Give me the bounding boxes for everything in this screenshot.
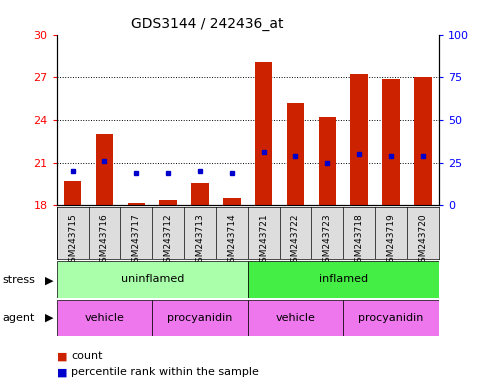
Text: GSM243714: GSM243714 (227, 214, 236, 268)
Bar (287, 103, 304, 205)
Text: percentile rank within the sample: percentile rank within the sample (71, 367, 259, 377)
Bar (152, 300, 247, 336)
Bar (247, 300, 343, 336)
Bar (351, 74, 368, 205)
Text: GDS3144 / 242436_at: GDS3144 / 242436_at (131, 17, 283, 31)
Text: ■: ■ (57, 367, 67, 377)
Text: agent: agent (2, 313, 35, 323)
Bar (57, 261, 247, 298)
Bar (96, 134, 113, 205)
Text: GSM243721: GSM243721 (259, 214, 268, 268)
Bar (247, 261, 439, 298)
Text: count: count (71, 351, 103, 361)
Bar (318, 117, 336, 205)
Text: GSM243719: GSM243719 (387, 214, 395, 268)
Text: GSM243720: GSM243720 (419, 214, 427, 268)
Bar (57, 300, 152, 336)
Text: stress: stress (2, 275, 35, 285)
Text: GSM243715: GSM243715 (68, 214, 77, 268)
Text: GSM243717: GSM243717 (132, 214, 141, 268)
Bar (382, 79, 400, 205)
Text: inflamed: inflamed (318, 274, 368, 285)
Bar (255, 61, 273, 205)
Text: vehicle: vehicle (276, 313, 316, 323)
Text: GSM243716: GSM243716 (100, 214, 109, 268)
Bar (191, 183, 209, 205)
Bar (223, 198, 241, 205)
Text: procyanidin: procyanidin (358, 313, 423, 323)
Text: procyanidin: procyanidin (167, 313, 233, 323)
Text: ■: ■ (57, 351, 67, 361)
Text: GSM243713: GSM243713 (195, 214, 205, 268)
Bar (343, 300, 439, 336)
Text: GSM243718: GSM243718 (354, 214, 364, 268)
Text: uninflamed: uninflamed (120, 274, 184, 285)
Text: vehicle: vehicle (84, 313, 124, 323)
Text: ▶: ▶ (45, 313, 53, 323)
Text: GSM243712: GSM243712 (164, 214, 173, 268)
Text: GSM243722: GSM243722 (291, 214, 300, 268)
Bar (159, 200, 177, 205)
Bar (128, 203, 145, 205)
Bar (64, 181, 81, 205)
Text: ▶: ▶ (45, 275, 53, 285)
Bar (414, 77, 431, 205)
Text: GSM243723: GSM243723 (323, 214, 332, 268)
